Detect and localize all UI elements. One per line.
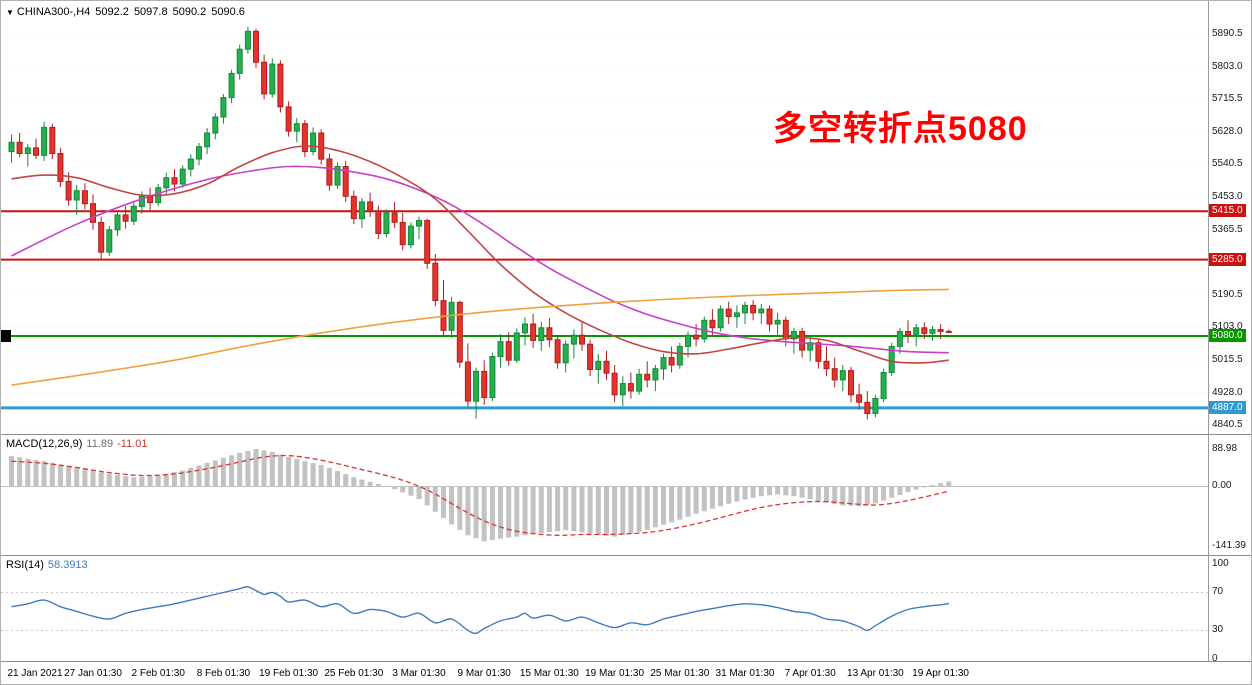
rsi-value: 58.3913 — [47, 559, 88, 571]
price-axis[interactable]: 5890.5 5803.0 5715.5 5628.0 5540.5 5453.0 5365… — [1209, 1, 1251, 434]
macd-value-main: 11.89 — [86, 438, 114, 450]
price-tick-label: 5540.5 — [1212, 158, 1243, 170]
rsi-axis[interactable]: 100 70 30 0 — [1209, 556, 1251, 664]
price-tick-label: 5628.0 — [1212, 125, 1243, 137]
rsi-chart-canvas[interactable] — [1, 556, 1208, 661]
price-level-tag: 5285.0 — [1209, 252, 1246, 266]
time-tick-label: 7 Apr 01:30 — [784, 668, 836, 679]
price-tick-label: 5803.0 — [1212, 60, 1243, 72]
time-tick-label: 3 Mar 01:30 — [392, 668, 446, 679]
time-tick-label: 13 Apr 01:30 — [847, 668, 904, 679]
panel-divider — [1, 434, 1251, 435]
price-chart-canvas[interactable] — [1, 1, 1208, 434]
rsi-tick-label: 30 — [1212, 624, 1224, 636]
time-tick-label: 19 Feb 01:30 — [259, 668, 319, 679]
price-tick-label: 4928.0 — [1212, 386, 1243, 398]
price-tick-label: 4840.5 — [1212, 419, 1243, 431]
time-tick-label: 8 Feb 01:30 — [196, 668, 251, 679]
price-level-tag: 5080.0 — [1209, 328, 1246, 342]
macd-tick-label: 88.98 — [1212, 442, 1238, 454]
price-level-tag: 4887.0 — [1209, 400, 1246, 414]
rsi-tick-label: 100 — [1212, 557, 1229, 569]
symbol-period-label: CHINA300-,H4 — [16, 6, 91, 18]
time-tick-label: 19 Apr 01:30 — [912, 668, 969, 679]
open-value: 5092.2 — [95, 6, 129, 18]
macd-chart-canvas[interactable] — [1, 435, 1208, 555]
time-tick-label: 25 Feb 01:30 — [324, 668, 384, 679]
time-tick-label: 25 Mar 01:30 — [650, 668, 710, 679]
axis-divider — [1208, 1, 1209, 661]
price-tick-label: 5890.5 — [1212, 28, 1243, 40]
time-axis[interactable]: 21 Jan 2021 27 Jan 01:30 2 Feb 01:30 8 Feb … — [1, 662, 1251, 684]
time-tick-label: 19 Mar 01:30 — [585, 668, 645, 679]
rsi-tick-label: 70 — [1212, 586, 1224, 598]
price-marker-left — [1, 330, 11, 342]
price-level-tag: 5415.0 — [1209, 204, 1246, 218]
macd-tick-label: 0.00 — [1212, 480, 1232, 492]
rsi-label: RSI(14) — [6, 559, 44, 571]
price-tick-label: 5715.5 — [1212, 93, 1243, 105]
rsi-header: RSI(14) 58.3913 — [6, 559, 92, 571]
macd-tick-label: -141.39 — [1212, 540, 1246, 552]
high-value: 5097.8 — [133, 6, 168, 18]
chevron-down-icon[interactable]: ▼ — [6, 8, 14, 17]
price-tick-label: 5015.5 — [1212, 353, 1243, 365]
panel-divider — [1, 555, 1251, 556]
time-tick-label: 31 Mar 01:30 — [715, 668, 775, 679]
macd-axis[interactable]: 88.98 0.00 -141.39 — [1209, 435, 1251, 555]
time-tick-label: 15 Mar 01:30 — [519, 668, 579, 679]
chart-title-bar: ▼ CHINA300-,H4 5092.2 5097.8 5090.2 5090.6 — [6, 6, 245, 18]
time-tick-label: 27 Jan 01:30 — [64, 668, 122, 679]
macd-value-signal: -11.01 — [117, 438, 148, 450]
macd-label: MACD(12,26,9) — [6, 438, 83, 450]
price-tick-label: 5365.5 — [1212, 223, 1243, 235]
price-tick-label: 5103.0 — [1212, 321, 1243, 333]
rsi-tick-label: 0 — [1212, 652, 1218, 664]
low-value: 5090.2 — [172, 6, 207, 18]
close-value: 5090.6 — [211, 6, 245, 18]
time-tick-label: 21 Jan 2021 — [7, 668, 63, 679]
time-tick-label: 2 Feb 01:30 — [131, 668, 185, 679]
time-tick-label: 9 Mar 01:30 — [457, 668, 511, 679]
panel-divider — [1, 661, 1251, 662]
chart-annotation: 多空转折点5080 — [773, 110, 1028, 148]
macd-header: MACD(12,26,9) 11.89 -11.01 — [6, 438, 152, 450]
price-tick-label: 5453.0 — [1212, 191, 1243, 203]
price-tick-label: 5190.5 — [1212, 288, 1243, 300]
